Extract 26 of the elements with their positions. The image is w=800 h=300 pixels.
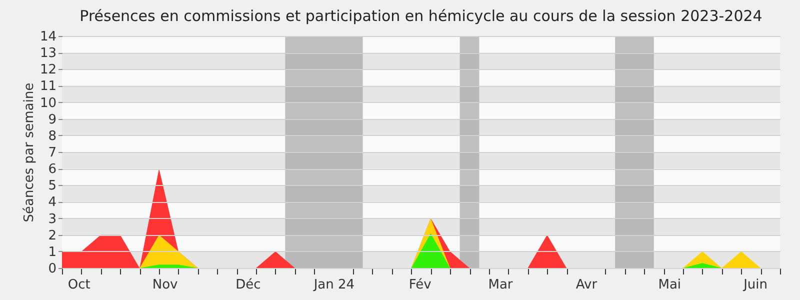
x-tick-label: Juin bbox=[742, 278, 768, 292]
y-tick-label: 0 bbox=[48, 262, 56, 276]
y-tick-label: 5 bbox=[48, 178, 56, 194]
y-tick-label: 13 bbox=[40, 46, 56, 62]
y-tick-label: 8 bbox=[48, 128, 56, 144]
x-tick-label: Oct bbox=[68, 278, 90, 292]
y-tick-label: 2 bbox=[48, 228, 56, 244]
y-tick-label: 1 bbox=[48, 244, 56, 260]
y-tick-label: 3 bbox=[48, 212, 56, 227]
y-tick-label: 9 bbox=[48, 112, 56, 128]
x-tick-label: Mai bbox=[658, 278, 682, 292]
x-tick-label: Fév bbox=[408, 278, 432, 292]
y-tick-label: 10 bbox=[40, 96, 56, 111]
y-tick-label: 12 bbox=[40, 62, 56, 78]
y-axis-title: Séances par semaine bbox=[22, 82, 37, 222]
y-tick-label: 7 bbox=[48, 146, 56, 160]
y-tick-label: 11 bbox=[40, 79, 56, 94]
y-tick-label: 14 bbox=[40, 30, 56, 44]
x-tick-label: Avr bbox=[576, 278, 598, 292]
y-tick-label: 6 bbox=[48, 162, 56, 178]
x-tick-label: Nov bbox=[152, 278, 178, 292]
y-tick-label: 4 bbox=[48, 195, 56, 210]
x-tick-label: Déc bbox=[236, 278, 261, 292]
x-tick-label: Jan 24 bbox=[312, 278, 355, 292]
chart-title: Présences en commissions et participation en hémicycle au cours de la session 2023-2024 bbox=[80, 7, 762, 25]
x-tick-label: Mar bbox=[488, 278, 514, 292]
